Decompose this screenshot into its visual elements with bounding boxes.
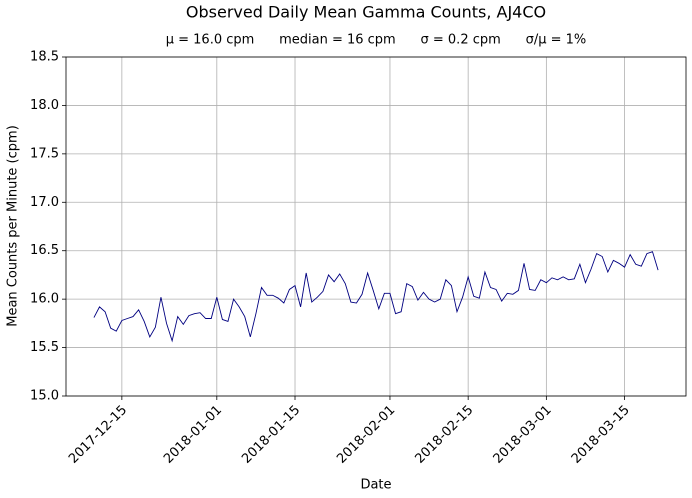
x-tick-label: 2018-01-01	[161, 403, 225, 467]
plot-frame	[65, 56, 687, 397]
y-tick-label: 15.5	[30, 340, 59, 355]
x-tick-label: 2017-12-15	[66, 403, 130, 467]
chart-subtitle: μ = 16.0 cpm median = 16 cpm σ = 0.2 cpm…	[166, 33, 587, 48]
y-tick-label: 18.5	[30, 50, 59, 65]
data-line	[93, 251, 659, 343]
x-tick-label: 2018-03-01	[491, 403, 555, 467]
x-tick-label: 2018-02-01	[334, 403, 398, 467]
y-tick-label: 17.5	[30, 146, 59, 161]
y-tick-label: 18.0	[30, 98, 59, 113]
x-tick-label: 2018-02-15	[412, 403, 476, 467]
x-axis-label: Date	[360, 478, 391, 493]
y-tick-label: 16.0	[30, 292, 59, 307]
y-tick-label: 17.0	[30, 195, 59, 210]
x-tick-label: 2018-01-15	[239, 403, 303, 467]
y-axis-label: Mean Counts per Minute (cpm)	[6, 125, 21, 327]
chart-title: Observed Daily Mean Gamma Counts, AJ4CO	[186, 3, 546, 22]
y-tick-label: 16.5	[30, 243, 59, 258]
y-tick-label: 15.0	[30, 389, 59, 404]
x-tick-label: 2018-03-15	[569, 403, 633, 467]
